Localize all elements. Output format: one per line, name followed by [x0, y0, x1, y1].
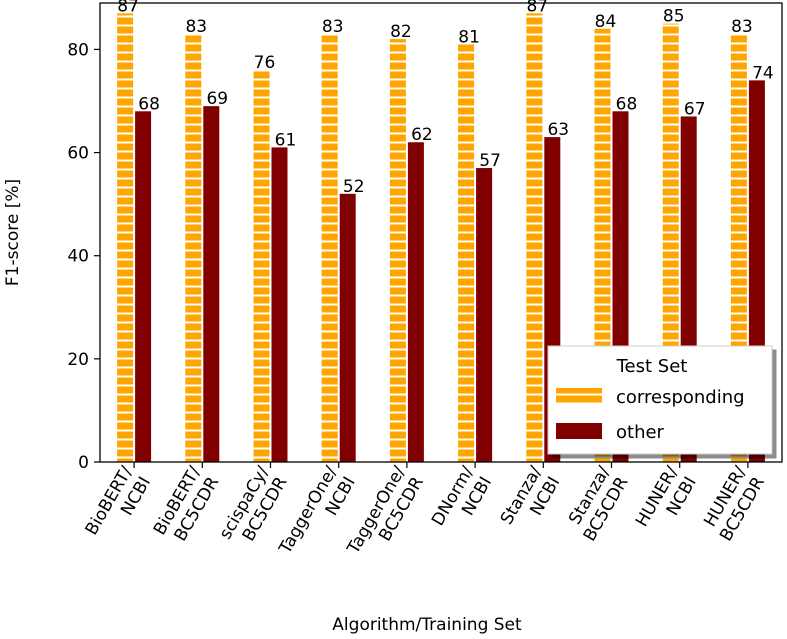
bar-other	[339, 193, 356, 462]
legend-label-other: other	[616, 422, 665, 443]
bar-corresponding	[458, 44, 475, 463]
bar-corresponding	[321, 33, 338, 463]
x-tick-label: BioBERT/NCBI	[82, 463, 155, 539]
bar-label-corresponding: 83	[322, 17, 344, 37]
bar-other	[271, 147, 288, 463]
bar-label-other: 74	[752, 63, 774, 83]
bar-other	[203, 106, 220, 463]
y-tick-label: 40	[67, 247, 89, 267]
bar-label-other: 69	[206, 89, 228, 109]
x-tick-label: BioBERT/BC5CDR	[150, 463, 224, 545]
bar-corresponding	[117, 13, 134, 463]
legend-swatch-other	[556, 423, 602, 439]
x-tick-label: HUNER/BC5CDR	[700, 463, 769, 545]
x-axis-title: Algorithm/Training Set	[332, 615, 522, 635]
legend-swatch-corresponding	[556, 388, 602, 404]
y-tick-label: 0	[78, 453, 89, 473]
bar-label-corresponding: 85	[663, 7, 685, 27]
x-tick-label: DNorm/NCBI	[428, 463, 496, 530]
y-tick-label: 20	[67, 350, 89, 370]
bar-label-corresponding: 83	[731, 17, 753, 37]
y-axis: 0 20 40 60 80	[67, 40, 100, 473]
bar-label-corresponding: 83	[185, 17, 207, 37]
bar-other	[476, 168, 493, 463]
bar-label-corresponding: 82	[390, 22, 412, 42]
bar-labels-group: 87 68 83 69 76 61 83 52 82 62 81 57 87 63 84 68 85 67 83 74	[117, 0, 773, 197]
bar-label-other: 62	[411, 125, 433, 145]
bar-corresponding	[526, 13, 543, 463]
x-tick-label: Stanza/BC5CDR	[565, 463, 632, 545]
y-axis-title: F1-score [%]	[3, 179, 23, 286]
x-tick-label: HUNER/NCBI	[632, 463, 701, 531]
legend-label-corresponding: corresponding	[616, 387, 745, 408]
x-axis: BioBERT/NCBIBioBERT/BC5CDRscispaCy/BC5CD…	[82, 462, 769, 558]
bar-label-corresponding: 76	[254, 53, 276, 73]
bar-label-other: 68	[616, 94, 638, 114]
bar-corresponding	[253, 70, 270, 462]
bar-corresponding	[185, 33, 202, 463]
y-tick-label: 80	[67, 40, 89, 60]
bar-label-other: 63	[547, 120, 569, 140]
bar-label-other: 52	[343, 177, 365, 197]
bar-corresponding	[389, 39, 406, 462]
bar-label-corresponding: 87	[117, 0, 139, 16]
y-tick-label: 60	[67, 144, 89, 164]
bar-other	[407, 142, 424, 462]
bar-label-other: 57	[479, 151, 501, 171]
legend: Test Set corresponding other	[547, 345, 773, 455]
bar-label-other: 67	[684, 99, 706, 119]
x-tick-label: Stanza/NCBI	[497, 463, 564, 528]
bar-label-corresponding: 87	[526, 0, 548, 16]
bar-label-corresponding: 81	[458, 27, 480, 47]
plot-area-frame	[99, 2, 783, 463]
bar-label-other: 61	[275, 130, 297, 150]
legend-title: Test Set	[616, 356, 688, 377]
bar-label-other: 68	[138, 94, 160, 114]
bar-other	[135, 111, 152, 462]
bar-label-corresponding: 84	[595, 12, 617, 32]
x-tick-label: TaggerOne/NCBI	[275, 463, 360, 558]
x-tick-label: TaggerOne/BC5CDR	[343, 463, 428, 558]
